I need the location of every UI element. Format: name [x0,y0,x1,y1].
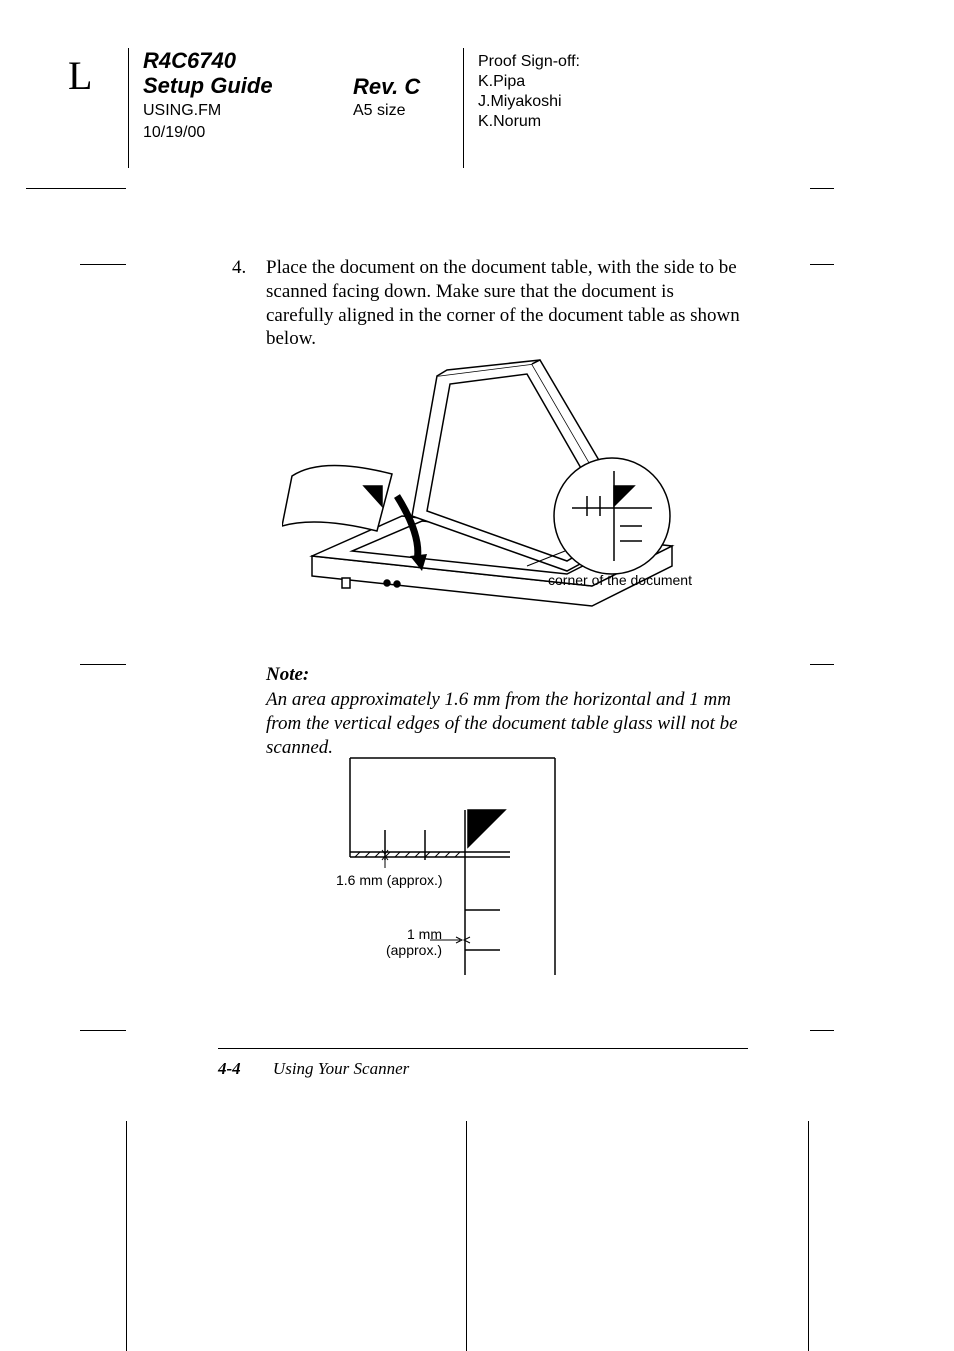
header-col-1: R4C6740 Setup Guide USING.FM 10/19/00 [143,48,353,168]
figure2-label-v2: (approx.) [382,942,442,958]
page-header: L R4C6740 Setup Guide USING.FM 10/19/00 … [68,48,832,168]
crop-mark [26,188,126,189]
figure2-label-h: 1.6 mm (approx.) [336,872,443,888]
step-text: Place the document on the document table… [266,257,740,349]
model-number: R4C6740 [143,48,353,73]
note-text: An area approximately 1.6 mm from the ho… [266,688,746,759]
step-number: 4. [232,256,246,280]
footer-rule [218,1048,748,1049]
crop-mark [126,1121,127,1351]
crop-mark [80,264,126,265]
note-label: Note: [266,664,746,686]
crop-mark [810,264,834,265]
section-title: Using Your Scanner [273,1059,409,1078]
crop-mark [466,1121,467,1351]
page-footer: 4-4 Using Your Scanner [218,1048,748,1079]
scanner-illustration [282,356,712,636]
page-size: A5 size [353,102,463,120]
crop-mark [810,188,834,189]
crop-mark [80,1030,126,1031]
edge-figure: 1.6 mm (approx.) 1 mm (approx.) [330,750,570,980]
note-block: Note: An area approximately 1.6 mm from … [266,664,746,759]
crop-mark [810,1030,834,1031]
crop-mark [810,664,834,665]
page-letter: L [68,48,128,168]
page-number: 4-4 [218,1059,241,1078]
header-rule-2 [463,48,464,168]
footer-text: 4-4 Using Your Scanner [218,1059,748,1079]
crop-mark [80,664,126,665]
filename: USING.FM [143,101,353,121]
scanner-figure: corner of the document [282,356,712,636]
figure2-label-v1: 1 mm [382,926,442,942]
step-4-block: 4. Place the document on the document ta… [266,256,746,351]
revision: Rev. C [353,74,463,100]
edge-illustration [330,750,570,980]
header-col-3: Proof Sign-off: K.Pipa J.Miyakoshi K.Nor… [478,48,580,168]
proof-signoff-label: Proof Sign-off: [478,52,580,72]
header-rule-1 [128,48,129,168]
file-date: 10/19/00 [143,123,353,143]
crop-mark [808,1121,809,1351]
header-col-2: Rev. C A5 size [353,48,463,168]
doc-title: Setup Guide [143,73,353,98]
figure1-callout: corner of the document [548,572,692,588]
proof-name-3: K.Norum [478,112,580,132]
proof-name-2: J.Miyakoshi [478,92,580,112]
proof-name-1: K.Pipa [478,72,580,92]
